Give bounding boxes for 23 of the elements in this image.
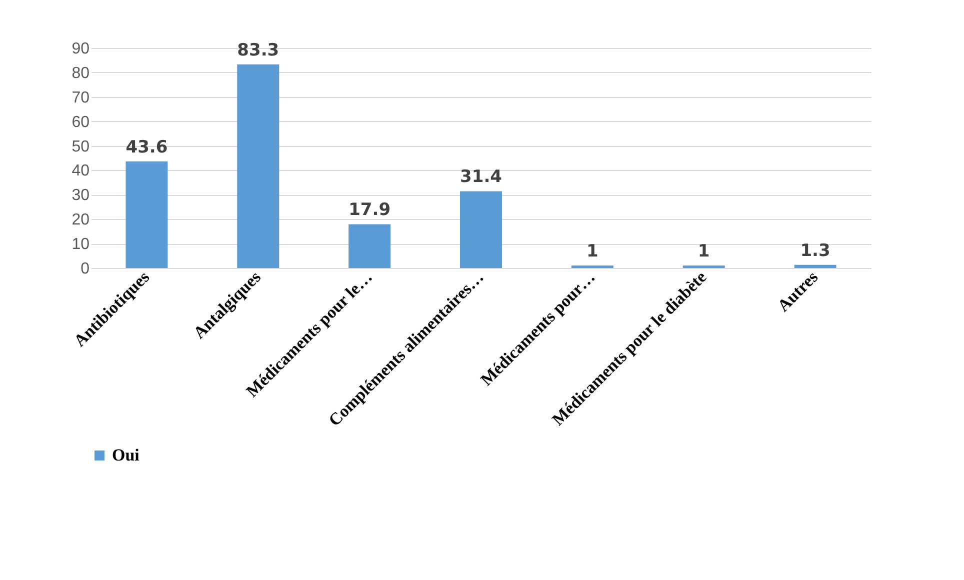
y-tick-label: 70 xyxy=(72,89,90,106)
data-label: 83.3 xyxy=(237,40,280,60)
y-tick-label: 80 xyxy=(72,64,90,82)
bar xyxy=(794,264,836,268)
data-label: 1 xyxy=(586,242,598,262)
y-tick-label: 10 xyxy=(72,236,90,254)
bar xyxy=(348,224,391,268)
y-tick-label: 20 xyxy=(72,212,90,229)
legend-label: Oui xyxy=(112,446,140,464)
bar xyxy=(460,191,502,268)
data-label: 17.9 xyxy=(348,200,391,220)
data-label: 43.6 xyxy=(126,137,168,158)
bar xyxy=(237,64,280,268)
data-label: 31.4 xyxy=(460,167,502,188)
y-tick-label: 90 xyxy=(72,40,90,58)
data-label: 1 xyxy=(698,242,710,262)
y-tick-label: 60 xyxy=(72,114,90,131)
y-tick-label: 40 xyxy=(72,162,90,180)
data-label: 1.3 xyxy=(800,240,830,261)
y-tick-label: 50 xyxy=(72,138,90,156)
y-tick-label: 30 xyxy=(72,187,90,204)
y-tick-label: 0 xyxy=(80,260,90,278)
bar xyxy=(126,161,168,268)
